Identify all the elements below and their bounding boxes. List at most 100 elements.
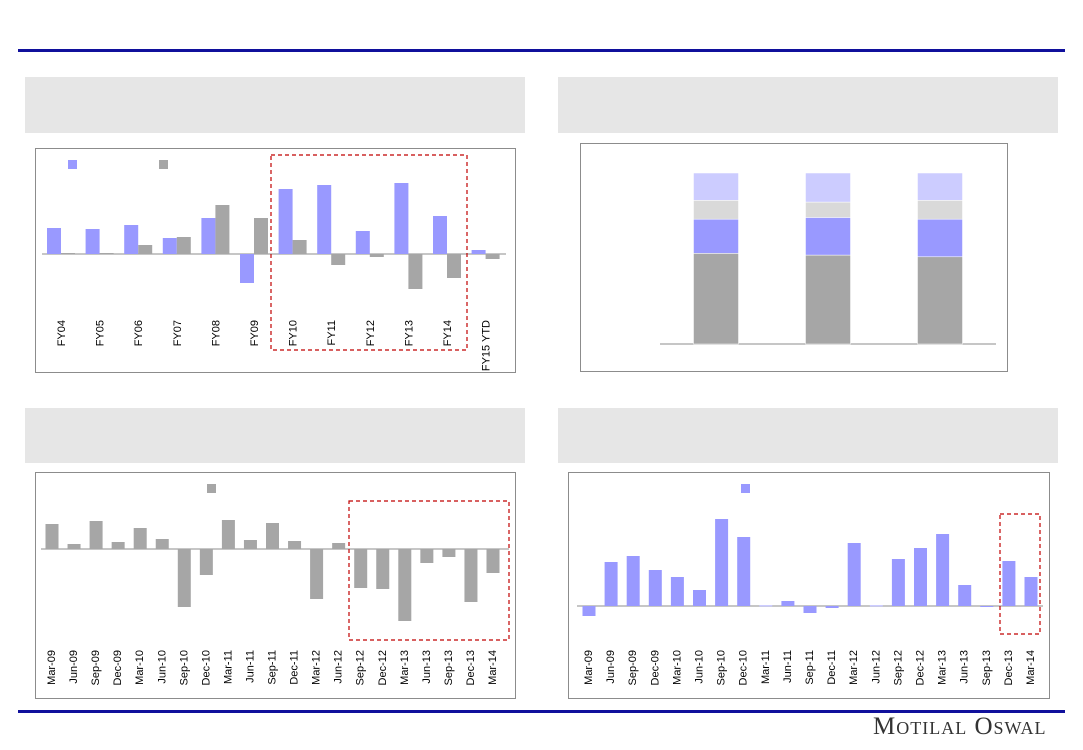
chart2-bar-2-segment-4 bbox=[805, 172, 851, 203]
chart-title-box-2 bbox=[558, 77, 1058, 133]
chart4-x-tick-label: Jun-10 bbox=[694, 650, 706, 684]
chart3-bar-jun-11 bbox=[243, 540, 257, 549]
chart3-x-tick-label: Dec-12 bbox=[377, 650, 389, 685]
chart4-bar-jun-10 bbox=[693, 590, 706, 606]
chart3-bar-jun-10 bbox=[155, 539, 169, 549]
chart3-bar-dec-13 bbox=[464, 549, 478, 602]
chart1-bar-fy11-s2 bbox=[331, 254, 346, 265]
chart1-x-tick-label: FY08 bbox=[210, 320, 222, 346]
chart2-bar-2-segment-1 bbox=[805, 254, 851, 345]
chart3-x-tick-label: Jun-09 bbox=[68, 650, 80, 684]
chart3-x-tick-label: Jun-12 bbox=[333, 650, 345, 684]
chart4-x-tick-label: Mar-10 bbox=[671, 650, 683, 685]
chart4-bar-sep-11 bbox=[803, 606, 817, 613]
chart2-bar-3-segment-2 bbox=[917, 218, 963, 258]
chart4-x-tick-label: Dec-09 bbox=[649, 650, 661, 685]
chart1-highlight-box bbox=[270, 154, 468, 351]
chart4-bar-mar-09 bbox=[582, 606, 596, 616]
chart4-x-tick-label: Jun-12 bbox=[870, 650, 882, 684]
chart1-x-tick-label: FY14 bbox=[442, 320, 454, 346]
chart4-bar-dec-13 bbox=[1002, 561, 1016, 606]
chart4-x-tick-label: Jun-09 bbox=[605, 650, 617, 684]
chart-title-box-1 bbox=[25, 77, 525, 133]
chart3-bar-mar-11 bbox=[221, 520, 235, 549]
chart4-bar-dec-10 bbox=[737, 537, 751, 606]
chart4-x-tick-label: Sep-12 bbox=[892, 650, 904, 685]
chart3-bar-mar-10 bbox=[133, 528, 147, 549]
chart1-bar-fy11-s1 bbox=[317, 185, 332, 254]
chart4-x-tick-label: Mar-11 bbox=[760, 650, 772, 684]
chart4-x-tick-label: Dec-13 bbox=[1003, 650, 1015, 685]
chart3-bar-mar-09 bbox=[45, 524, 59, 549]
chart1-bar-fy07-s1 bbox=[162, 238, 177, 254]
chart1-x-tick-label: FY15 YTD bbox=[481, 320, 493, 371]
footer-rule bbox=[18, 710, 1065, 713]
motilal-oswal-logo: Motilal Oswal bbox=[873, 713, 1047, 740]
chart1-bar-fy07-s2 bbox=[176, 237, 191, 254]
chart-frame-3 bbox=[35, 472, 516, 699]
chart1-bar-fy05-s2 bbox=[99, 253, 114, 254]
chart1-x-tick-label: FY11 bbox=[326, 320, 338, 345]
chart4-bar-sep-09 bbox=[626, 556, 640, 606]
chart1-bar-fy15-ytd-s1 bbox=[471, 250, 486, 254]
chart4-bar-dec-12 bbox=[914, 548, 927, 606]
chart4-x-tick-label: Sep-11 bbox=[804, 650, 816, 685]
chart4-bar-mar-13 bbox=[936, 534, 950, 606]
chart3-bar-sep-12 bbox=[354, 549, 368, 588]
chart3-x-tick-label: Mar-12 bbox=[311, 650, 323, 685]
chart3-bar-dec-12 bbox=[376, 549, 390, 589]
chart1-bar-fy08-s1 bbox=[201, 218, 216, 254]
chart2-bar-2-segment-2 bbox=[805, 217, 851, 256]
chart3-x-tick-label: Dec-11 bbox=[289, 650, 301, 685]
chart4-bar-jun-11 bbox=[781, 601, 795, 606]
chart2-bar-1-segment-3 bbox=[693, 200, 739, 220]
chart1-bar-fy09-s2 bbox=[254, 218, 268, 254]
chart4-legend-swatch bbox=[741, 484, 750, 493]
chart4-bar-mar-10 bbox=[670, 577, 684, 606]
chart3-x-tick-label: Dec-09 bbox=[112, 650, 124, 685]
chart4-x-tick-label: Dec-12 bbox=[915, 650, 927, 685]
chart1-x-tick-label: FY09 bbox=[249, 320, 261, 346]
chart1-bar-fy06-s2 bbox=[138, 245, 153, 254]
chart1-bar-fy13-s2 bbox=[408, 254, 423, 289]
chart2-bar-1-segment-4 bbox=[693, 172, 739, 201]
chart2-bar-3-segment-3 bbox=[917, 200, 963, 220]
chart4-x-tick-label: Dec-10 bbox=[738, 650, 750, 685]
chart2-bar-2-segment-3 bbox=[805, 201, 851, 218]
chart1-bar-fy10-s2 bbox=[292, 240, 307, 254]
chart3-bar-sep-11 bbox=[266, 523, 279, 549]
chart1-bar-fy12-s2 bbox=[369, 254, 384, 257]
chart4-bar-jun-12 bbox=[869, 605, 883, 607]
header-rule bbox=[18, 49, 1065, 52]
chart3-x-tick-label: Sep-10 bbox=[178, 650, 190, 685]
chart1-bar-fy15-ytd-s2 bbox=[485, 254, 500, 259]
chart1-legend-swatch-2 bbox=[159, 160, 168, 169]
chart-title-box-4 bbox=[558, 408, 1058, 463]
chart3-bar-sep-13 bbox=[442, 549, 456, 557]
chart3-bar-mar-12 bbox=[310, 549, 324, 599]
chart3-x-tick-label: Mar-10 bbox=[134, 650, 146, 685]
chart-frame-1 bbox=[35, 148, 516, 373]
chart3-x-tick-label: Mar-09 bbox=[46, 650, 58, 685]
chart1-bar-fy05-s1 bbox=[85, 229, 100, 254]
chart3-x-tick-label: Sep-13 bbox=[443, 650, 455, 685]
chart1-bar-fy14-s1 bbox=[433, 216, 447, 254]
chart1-x-tick-label: FY13 bbox=[403, 320, 415, 346]
chart1-x-tick-label: FY07 bbox=[172, 320, 184, 346]
chart3-bar-dec-09 bbox=[111, 542, 125, 549]
chart2-bar-1-segment-1 bbox=[693, 253, 739, 345]
chart3-bar-sep-09 bbox=[89, 521, 103, 549]
chart1-x-tick-label: FY06 bbox=[133, 320, 145, 346]
chart3-x-tick-label: Jun-11 bbox=[244, 650, 256, 683]
chart1-bar-fy06-s1 bbox=[124, 225, 139, 254]
chart3-bar-dec-10 bbox=[199, 549, 213, 575]
chart4-bar-jun-09 bbox=[604, 562, 618, 606]
chart4-x-tick-label: Dec-11 bbox=[826, 650, 838, 685]
chart4-bar-sep-12 bbox=[891, 559, 905, 606]
chart1-x-tick-label: FY04 bbox=[56, 320, 68, 346]
chart3-x-tick-label: Jun-13 bbox=[421, 650, 433, 684]
chart3-x-tick-label: Dec-13 bbox=[465, 650, 477, 685]
chart4-bar-jun-13 bbox=[958, 585, 972, 606]
chart3-bar-dec-11 bbox=[288, 541, 302, 549]
